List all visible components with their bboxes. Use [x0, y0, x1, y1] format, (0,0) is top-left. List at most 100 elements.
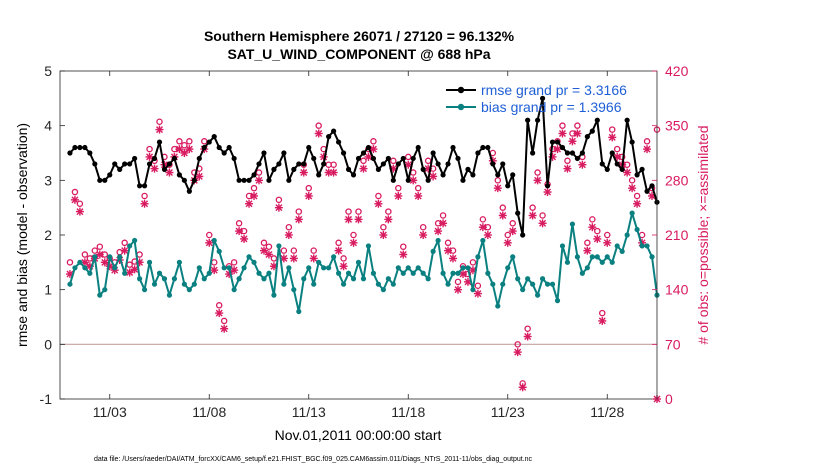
rmse-point: [410, 155, 416, 162]
bias-point: [505, 265, 511, 271]
rmse-point: [490, 161, 496, 167]
bias-point: [564, 259, 571, 265]
rmse-point: [430, 150, 436, 156]
bias-point: [211, 237, 217, 244]
obs-assimilated-point: [195, 172, 204, 181]
bias-point: [515, 276, 521, 282]
bias-point: [340, 281, 347, 287]
bias-point: [127, 243, 133, 249]
obs-assimilated-point: [120, 246, 129, 255]
rmse-point: [525, 117, 531, 123]
bias-point: [226, 265, 232, 271]
obs-possible-point: [395, 184, 402, 192]
bias-point: [599, 259, 605, 265]
bias-point: [569, 221, 576, 227]
obs-possible-point: [474, 282, 482, 290]
obs-possible-point: [390, 157, 397, 165]
obs-assimilated-point: [553, 145, 562, 154]
bias-point: [485, 270, 491, 276]
rmse-point: [261, 150, 267, 156]
rmse-point: [156, 139, 163, 145]
obs-assimilated-point: [364, 152, 373, 161]
rmse-point: [316, 172, 322, 178]
bias-point: [345, 270, 352, 276]
obs-assimilated-point: [568, 137, 577, 146]
rmse-point: [122, 161, 128, 167]
x-tick-label: 11/08: [192, 404, 226, 420]
bias-point: [201, 276, 207, 282]
obs-assimilated-point: [255, 176, 263, 185]
rmse-point: [345, 166, 352, 172]
right-y-tick-label: 280: [665, 172, 689, 188]
plot-area: [60, 71, 657, 399]
bias-point: [390, 281, 396, 287]
obs-assimilated-point: [503, 238, 512, 247]
rmse-point: [176, 172, 182, 178]
x-tick-label: 11/03: [93, 404, 127, 420]
bias-point: [634, 226, 640, 233]
rmse-point: [221, 150, 227, 156]
rmse-point: [355, 155, 362, 162]
rmse-point: [505, 183, 511, 189]
bias-point: [370, 270, 377, 276]
footer-data-file: data file: /Users/raeder/DAI/ATM_forcXX/…: [94, 456, 533, 463]
bias-point: [559, 243, 566, 249]
bias-point: [72, 265, 78, 271]
obs-possible-point: [270, 255, 278, 262]
obs-assimilated-point: [399, 250, 408, 259]
rmse-point: [440, 172, 446, 178]
rmse-point: [614, 161, 620, 167]
obs-assimilated-point: [628, 184, 637, 193]
rmse-point: [306, 144, 312, 151]
rmse-point: [400, 155, 406, 162]
bias-point: [141, 287, 148, 293]
obs-assimilated-point: [578, 160, 587, 169]
obs-possible-point: [181, 141, 188, 149]
obs-possible-point: [599, 309, 606, 317]
obs-assimilated-point: [608, 133, 617, 142]
rmse-point: [579, 150, 585, 156]
right-y-axis-label: # of obs: o=possible; ×=assimilated: [695, 125, 711, 344]
obs-possible-point: [380, 223, 387, 231]
bias-point: [649, 254, 655, 260]
obs-possible-point: [604, 231, 611, 239]
bias-point: [440, 270, 446, 276]
bias-point: [405, 265, 411, 271]
rmse-point: [87, 150, 93, 156]
bias-point: [122, 270, 128, 276]
bias-point: [161, 276, 168, 282]
obs-assimilated-point: [250, 191, 259, 200]
rmse-point: [350, 172, 357, 178]
obs-possible-point: [310, 247, 317, 254]
obs-assimilated-point: [264, 250, 273, 259]
rmse-point: [196, 155, 202, 162]
bias-point: [594, 254, 600, 260]
obs-assimilated-point: [314, 129, 323, 138]
bias-point: [191, 281, 197, 287]
obs-possible-point: [335, 239, 342, 247]
obs-possible-point: [404, 153, 412, 161]
rmse-point: [564, 150, 571, 156]
obs-assimilated-point: [468, 266, 477, 275]
obs-assimilated-point: [294, 215, 303, 224]
rmse-point: [365, 144, 372, 151]
rmse-point: [231, 155, 237, 162]
right-y-tick-label: 0: [665, 391, 673, 407]
obs-assimilated-point: [419, 231, 428, 239]
rmse-point: [375, 166, 381, 172]
obs-assimilated-point: [533, 176, 542, 185]
obs-possible-point: [186, 138, 193, 145]
rmse-point: [132, 155, 138, 162]
rmse-point: [107, 172, 113, 178]
obs-assimilated-point: [543, 188, 552, 197]
rmse-point: [559, 144, 566, 151]
rmse-point: [72, 144, 78, 151]
obs-possible-point: [235, 220, 243, 227]
obs-possible-point: [534, 169, 541, 176]
x-tick-label: 11/13: [292, 404, 326, 420]
obs-possible-point: [509, 220, 516, 227]
obs-assimilated-point: [444, 246, 453, 255]
obs-assimilated-point: [558, 129, 567, 138]
bias-point: [171, 276, 178, 282]
obs-assimilated-point: [369, 145, 378, 154]
